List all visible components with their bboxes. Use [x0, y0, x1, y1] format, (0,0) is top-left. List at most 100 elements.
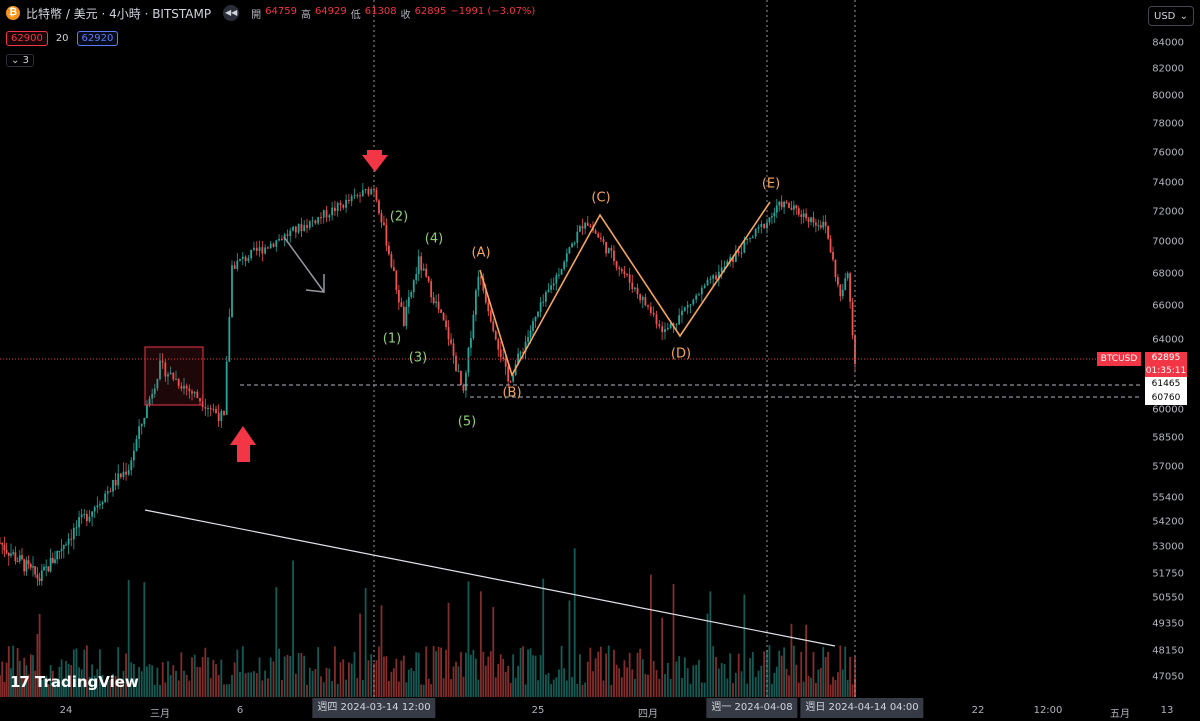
volume-bar [457, 666, 460, 697]
candle-body [783, 201, 786, 208]
candle-body [605, 241, 607, 254]
volume-bar [631, 669, 634, 697]
candle-body [432, 297, 435, 304]
volume-bar [215, 664, 217, 697]
wave-label-3: (3) [408, 350, 428, 366]
candle-body [749, 237, 751, 239]
volume-bar [605, 653, 607, 697]
candle-body [571, 243, 573, 248]
candle-body [812, 217, 815, 223]
volume-bar [180, 652, 183, 697]
volume-bar [359, 613, 361, 697]
candle-body [628, 274, 631, 283]
rewind-icon[interactable]: ◀◀ [223, 5, 240, 21]
candle-body [336, 202, 339, 212]
candle-body [56, 551, 59, 560]
candle-body [442, 312, 445, 321]
volume-bar [754, 676, 757, 697]
candle-body [14, 552, 17, 562]
volume-bar [479, 591, 482, 697]
volume-bar [34, 670, 37, 697]
volume-bar [196, 666, 199, 697]
volume-bar [339, 662, 342, 697]
candle-body [119, 473, 122, 478]
volume-bar [303, 655, 306, 697]
volume-bar [814, 682, 817, 697]
candle-body [618, 267, 621, 270]
volume-bar [143, 582, 146, 697]
indicators-toggle[interactable]: ⌄ 3 [6, 54, 34, 67]
candle-body [359, 195, 361, 197]
volume-bar [60, 659, 63, 697]
candle-body [233, 265, 236, 269]
volume-bar [729, 653, 732, 697]
tradingview-logo[interactable]: 17 TradingView [10, 673, 139, 691]
volume-bar [3, 681, 6, 697]
currency-select[interactable]: USD ⌄ [1148, 6, 1194, 26]
candle-body [452, 343, 455, 356]
volume-bar [655, 670, 658, 697]
volume-bar [514, 677, 517, 697]
volume-bar [356, 678, 359, 697]
candle-body [380, 213, 383, 223]
candle-body [425, 268, 428, 277]
volume-bar [639, 648, 642, 697]
volume-bar [854, 678, 856, 697]
volume-bar [824, 657, 827, 697]
volume-bar [565, 680, 568, 697]
time-tick-label: 25 [531, 705, 545, 716]
price-tick-label: 51750 [1152, 568, 1184, 580]
volume-bar [106, 680, 109, 697]
volume-bar [812, 652, 815, 697]
candle-body [395, 271, 398, 291]
volume-bar [746, 683, 749, 697]
price-tick-label: 58500 [1152, 432, 1184, 444]
candle-body [378, 200, 380, 214]
volume-bar [734, 672, 737, 697]
candle-body [692, 299, 695, 305]
bid-button[interactable]: 62900 [6, 31, 48, 46]
volume-bar [751, 651, 754, 697]
candle-body [151, 393, 154, 399]
symbol-title[interactable]: 比特幣 / 美元 · 4小時 · BITSTAMP [26, 6, 212, 21]
price-tick-label: 49350 [1152, 618, 1184, 630]
volume-bar [347, 662, 350, 697]
volume-bar [345, 679, 347, 697]
candle-body [579, 226, 581, 232]
volume-bar [32, 655, 34, 697]
level-tag-2: 60760 [1145, 391, 1187, 405]
candle-body [754, 228, 757, 237]
volume-bar [289, 655, 292, 697]
price-tick-label: 74000 [1152, 177, 1184, 189]
candle-body [161, 360, 164, 363]
volume-bar [430, 684, 433, 697]
candle-body [773, 212, 776, 216]
volume-bar [93, 675, 96, 697]
candle-body [388, 245, 390, 255]
candle-body [167, 374, 169, 377]
volume-bar [698, 659, 700, 697]
volume-bar [547, 672, 550, 697]
volume-bar [239, 671, 241, 697]
wave-label-4: (4) [424, 231, 444, 247]
candle-body [455, 355, 457, 372]
price-tick-label: 70000 [1152, 236, 1184, 248]
volume-bar [183, 670, 185, 697]
candle-body [522, 352, 524, 354]
volume-bar [383, 656, 385, 697]
candle-body [18, 555, 21, 562]
ask-button[interactable]: 62920 [76, 31, 119, 46]
volume-bar [717, 668, 720, 697]
volume-bar [819, 668, 822, 697]
low-label: 低 [350, 9, 361, 21]
volume-bar [244, 673, 247, 697]
volume-bar [712, 646, 715, 697]
volume-bar [138, 667, 141, 697]
candle-body [790, 207, 793, 210]
candle-body [644, 296, 647, 306]
candle-body [832, 251, 834, 260]
volume-bar [47, 684, 50, 697]
volume-bar [1, 661, 4, 697]
candle-body [125, 471, 127, 475]
